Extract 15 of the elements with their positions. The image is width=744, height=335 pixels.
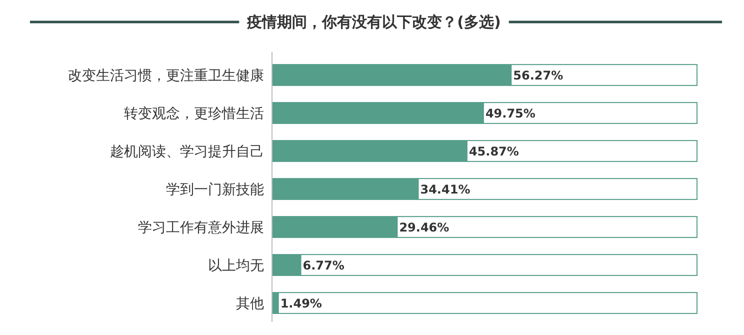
y-tick-label: 学习工作有意外进展	[138, 220, 264, 236]
data-label: 45.87%	[468, 144, 519, 158]
y-tick-label: 以上均无	[208, 258, 264, 274]
data-label: 34.41%	[420, 182, 470, 196]
data-label: 49.75%	[485, 106, 536, 120]
y-tick-label: 其他	[236, 296, 264, 312]
data-label: 1.49%	[280, 296, 322, 310]
data-label: 56.27%	[513, 68, 564, 82]
y-tick-label: 学到一门新技能	[166, 182, 264, 198]
y-tick-label: 趁机阅读、学习提升自己	[110, 144, 264, 160]
data-label: 6.77%	[302, 258, 344, 272]
chart-title: 疫情期间，你有没有以下改变？(多选)	[246, 13, 501, 31]
y-tick-label: 转变观念，更珍惜生活	[124, 106, 264, 122]
data-label: 29.46%	[399, 220, 450, 234]
y-tick-label: 改变生活习惯，更注重卫生健康	[68, 68, 264, 84]
